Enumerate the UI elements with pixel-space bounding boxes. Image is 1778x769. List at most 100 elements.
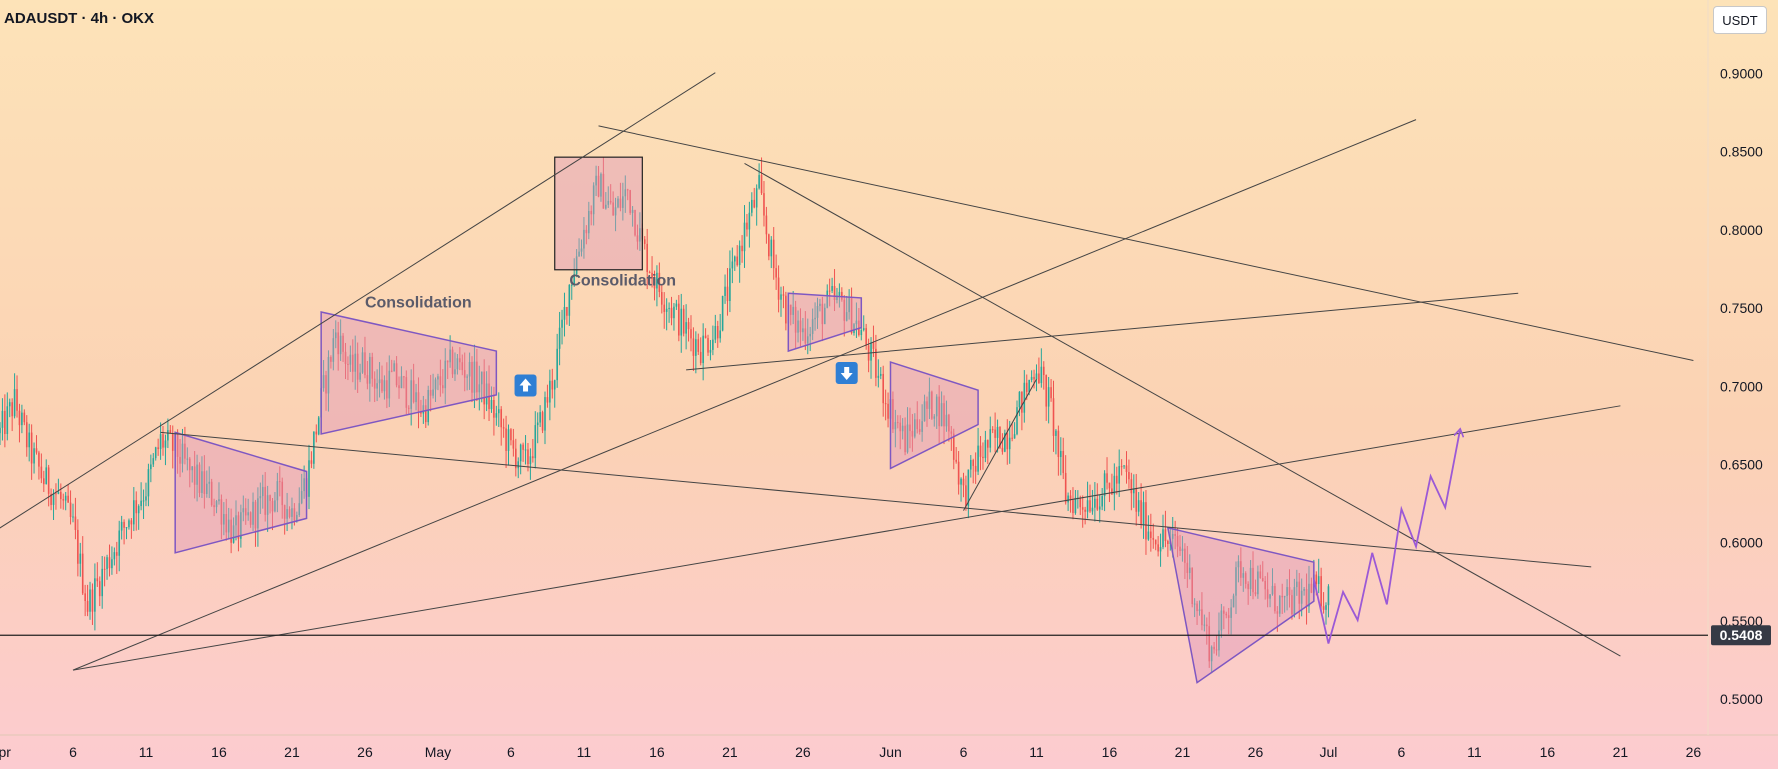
candle	[1021, 391, 1023, 431]
candle	[274, 492, 276, 513]
candle	[393, 360, 395, 372]
candle	[926, 396, 928, 427]
candle	[568, 284, 571, 327]
candle	[1006, 419, 1009, 465]
candle-body	[86, 601, 89, 612]
candle-body	[850, 297, 853, 333]
candle-body	[456, 358, 459, 370]
candle-body	[101, 568, 103, 597]
candle	[1069, 490, 1072, 513]
candle	[945, 400, 948, 432]
candle	[188, 457, 191, 488]
candle	[313, 431, 315, 469]
candle	[515, 438, 517, 477]
candle	[1303, 587, 1305, 596]
candle	[746, 213, 748, 237]
candle-body	[1247, 583, 1249, 590]
candle-body	[948, 414, 950, 432]
candle	[1135, 473, 1138, 526]
consolidation-label: Consolidation	[365, 294, 472, 311]
candle	[1089, 484, 1091, 513]
candle	[724, 274, 726, 304]
candle-body	[296, 514, 298, 521]
candle-body	[259, 496, 262, 499]
candle-body	[714, 326, 717, 340]
candle-body	[291, 508, 293, 517]
x-tick-label: 16	[211, 744, 227, 760]
candle	[210, 478, 213, 507]
candle	[731, 247, 734, 284]
candle	[675, 299, 678, 310]
candle-body	[344, 351, 347, 364]
candle	[437, 373, 439, 391]
candle-body	[678, 303, 680, 336]
candle	[561, 309, 563, 345]
candle	[162, 426, 164, 456]
candle	[872, 325, 875, 357]
candle	[317, 415, 320, 436]
candle	[1137, 492, 1140, 517]
consolidation-box	[554, 156, 643, 271]
candle	[1288, 569, 1291, 608]
candle	[1040, 348, 1043, 388]
candle	[549, 369, 551, 421]
candle-body	[1152, 537, 1155, 540]
candle	[201, 456, 203, 499]
candle-body	[1045, 375, 1048, 407]
candle	[770, 236, 773, 269]
candle	[607, 186, 610, 208]
candle	[480, 371, 483, 403]
candle-body	[218, 499, 220, 502]
candle	[797, 310, 799, 343]
candle	[476, 349, 478, 402]
candle-body	[729, 268, 731, 302]
candle-body	[695, 339, 697, 356]
candle-body	[293, 508, 296, 521]
candle-body	[471, 361, 473, 393]
candle	[716, 320, 719, 348]
candle-body	[1111, 488, 1113, 495]
candle-body	[473, 361, 476, 393]
candle	[461, 354, 464, 376]
candle	[485, 371, 488, 412]
candle	[1111, 473, 1113, 495]
candle-body	[704, 335, 707, 339]
candle-body	[81, 553, 84, 594]
candle-body	[461, 362, 464, 371]
candle-body	[164, 440, 167, 448]
currency-button[interactable]: USDT	[1713, 6, 1767, 34]
candle	[933, 414, 936, 427]
candle	[145, 482, 147, 507]
candle-body	[1193, 603, 1196, 605]
candle	[948, 413, 950, 442]
candle	[804, 311, 807, 351]
candle-body	[1244, 573, 1247, 584]
candle-body	[1042, 366, 1045, 376]
candle	[660, 283, 663, 314]
candle	[315, 424, 318, 443]
candle	[1050, 379, 1052, 402]
y-tick-label: 0.5500	[1720, 613, 1763, 629]
candle	[1101, 488, 1103, 511]
candle-body	[1249, 567, 1252, 590]
candle-body	[23, 412, 26, 423]
candle-body	[35, 448, 38, 453]
candle-body	[128, 520, 130, 528]
candle	[415, 383, 417, 411]
candle-body	[811, 319, 814, 334]
trendline	[72, 119, 1417, 671]
candle	[308, 444, 310, 510]
candle	[697, 333, 700, 356]
candle-body	[223, 514, 225, 525]
candle	[709, 339, 712, 361]
candle	[16, 375, 18, 418]
candle-body	[434, 379, 437, 390]
candle-body	[768, 234, 770, 257]
x-tick-label: 11	[577, 744, 592, 760]
candle	[1145, 490, 1147, 555]
x-tick-label: Jun	[879, 744, 902, 760]
candle	[748, 201, 751, 248]
candle	[1113, 463, 1116, 511]
candle-body	[1269, 594, 1271, 599]
